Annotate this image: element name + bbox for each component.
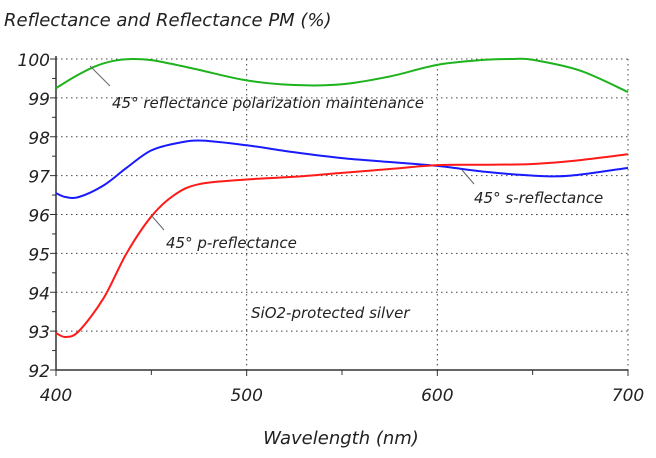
y-tick-label: 100 xyxy=(18,51,50,71)
label-p: 45° p-reflectance xyxy=(166,234,297,252)
y-tick-label: 94 xyxy=(28,284,50,304)
series-labels: 45° reflectance polarization maintenance… xyxy=(89,65,603,322)
leader-line-p xyxy=(150,214,165,231)
x-tick-label: 500 xyxy=(230,386,262,406)
x-tick-label: 600 xyxy=(421,386,453,406)
x-tick-label: 400 xyxy=(40,386,72,406)
series-line-0 xyxy=(55,57,629,93)
series-lines xyxy=(55,57,629,338)
label-s: 45° s-reflectance xyxy=(474,189,603,207)
y-tick-label: 98 xyxy=(28,129,50,149)
x-axis-label: Wavelength (nm) xyxy=(263,428,419,449)
y-tick-label: 97 xyxy=(28,168,50,188)
chart-title: Reflectance and Reflectance PM (%) xyxy=(4,10,332,31)
y-tick-label: 96 xyxy=(28,207,50,227)
axes: 92 93 94 95 96 97 98 99 100 400 500 600 700 xyxy=(18,51,645,406)
series-line-2 xyxy=(55,153,629,338)
leader-line-pm xyxy=(89,65,111,87)
label-pm: 45° reflectance polarization maintenance xyxy=(112,94,424,112)
y-tick-label: 93 xyxy=(28,323,50,343)
series-line-1 xyxy=(55,139,629,200)
y-tick-label: 92 xyxy=(28,362,50,382)
y-tick-label: 99 xyxy=(28,90,50,110)
annotation-material: SiO2-protected silver xyxy=(251,304,410,322)
grid xyxy=(56,58,629,370)
leader-line-s xyxy=(461,169,475,185)
y-tick-label: 95 xyxy=(28,245,50,265)
x-tick-label: 700 xyxy=(612,386,644,406)
